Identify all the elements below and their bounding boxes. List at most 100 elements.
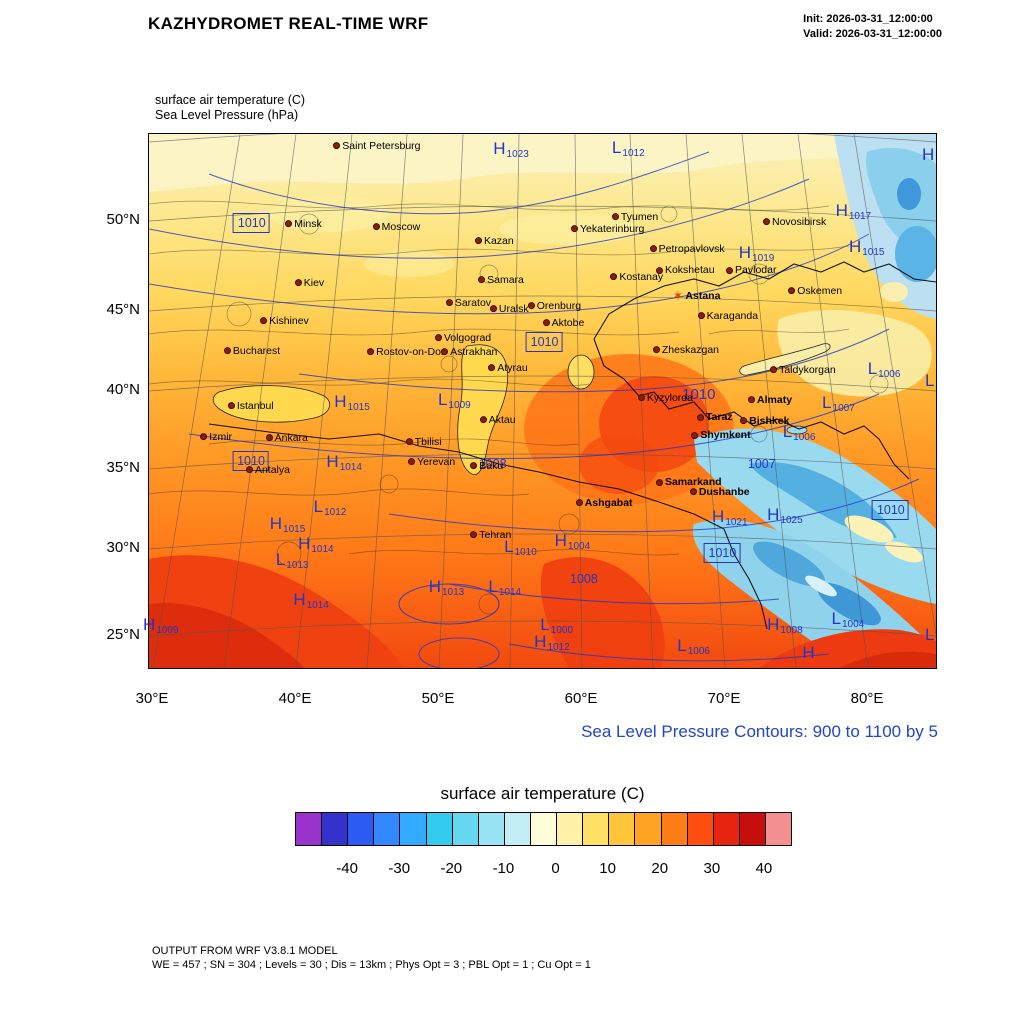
pressure-label-l: L1006 [783,422,816,443]
pressure-value: 1007 [747,457,776,471]
city-kishinev: Kishinev [260,312,309,330]
colorbar-cell [296,813,323,845]
city-zheskazgan: Zheskazgan [652,341,720,359]
pressure-system-letter: H [802,643,815,663]
pressure-system-letter: L [488,576,498,596]
pressure-value: 1010 [876,502,905,517]
pressure-label-l: L [925,625,934,645]
city-aktau: Aktau [479,411,516,429]
pressure-system-letter: H [143,615,156,635]
city-karaganda: Karaganda [697,307,758,325]
temperature-field-svg [149,134,936,668]
city-tehran: Tehran [470,526,511,544]
pressure-label: 1010 [525,331,563,352]
city-kostanay: Kostanay [610,268,663,286]
city-bucharest: Bucharest [223,342,281,360]
pressure-label-h: H1013 [429,577,465,598]
city-saratov: Saratov [445,294,491,312]
pressure-label-l: L1013 [276,550,309,571]
lat-tick-45n: 45°N [106,301,140,318]
colorbar-tick: 20 [651,860,669,877]
city-label: Astrakhan [450,345,498,358]
city-minsk: Minsk [285,215,322,233]
pressure-label: 1010 [681,386,715,404]
temperature-colorbar [295,812,792,846]
city-tbilisi: Tbilisi [405,433,442,451]
city-kokshetau: Kokshetau [655,261,715,279]
pressure-label-l: L1012 [612,138,645,159]
city-dot-icon [200,433,208,441]
city-baku: Baku [470,457,503,475]
city-pavlodar: Pavlodar [726,261,776,279]
city-label: Rostov-on-Don [376,345,447,358]
city-dot-icon [265,434,273,442]
colorbar-cell [609,813,636,845]
pressure-label-l: L1004 [831,609,864,630]
city-label: Astana [685,289,721,302]
pressure-system-letter: H [334,392,347,412]
colorbar-cell [374,813,401,845]
city-tyumen: Tyumen [611,208,659,226]
footer-line-1: OUTPUT FROM WRF V3.8.1 MODEL [152,945,338,957]
city-label: Volgograd [443,331,492,344]
pressure-label-h: H1014 [298,534,334,556]
city-label: Tyumen [620,210,659,223]
colorbar-cell [739,813,766,845]
city-label: Zheskazgan [661,343,720,356]
pressure-system-letter: L [540,615,550,635]
city-izmir: Izmir [200,428,232,446]
pressure-label-l: L1012 [314,497,347,518]
pressure-label-h: H1008 [767,615,803,637]
city-label: Minsk [294,217,322,230]
pressure-label-l: L1006 [868,359,901,380]
pressure-label-l: L1006 [677,636,710,657]
city-dot-icon [408,458,416,466]
city-bishkek: Bishkek [740,412,789,430]
colorbar-cell [661,813,688,845]
city-petropavlovsk: Petropavlovsk [649,240,725,258]
city-label: Kazan [483,234,514,247]
pressure-value: 1006 [793,431,816,443]
pressure-value: 1014 [339,461,362,473]
city-label: Bucharest [232,344,281,357]
city-label: Novosibirsk [772,216,827,229]
pressure-value: 1014 [311,544,334,556]
pressure-label-h: H1019 [739,243,775,264]
pressure-value: 1010 [514,547,537,559]
pressure-label-h: H1025 [767,505,803,527]
city-dot-icon [489,305,497,313]
city-label: Orenburg [536,299,582,312]
colorbar-tick-labels: -40 -30 -20 -10 0 10 20 30 40 [295,860,790,880]
city-label: Yerevan [417,455,456,468]
pressure-value: 1008 [780,625,803,637]
city-dot-icon [770,366,778,374]
pressure-value: 1012 [324,506,347,518]
city-markers-layer: Saint Petersburg Minsk Moscow Kazan Yekateri… [149,134,936,668]
pressure-system-letter: H [534,632,547,652]
pressure-system-letter: H [767,505,780,525]
colorbar-cell [322,813,349,845]
pressure-label-h: H [922,145,934,165]
pressure-label-h: H1023 [493,139,529,160]
pressure-value: 1006 [878,368,901,380]
city-dot-icon [655,266,663,274]
colorbar-tick: -30 [388,860,411,877]
city-dot-icon [575,499,583,507]
pressure-value: 1010 [237,215,266,230]
pressure-value: 1009 [448,399,471,411]
city-label: Shymkent [700,429,751,442]
pressure-value: 1012 [622,147,645,159]
pressure-label: 1010 [232,212,270,233]
city-label: Bishkek [749,414,790,427]
capital-star-icon: ✶ [672,287,684,303]
colorbar-cell [530,813,558,845]
city-label: Izmir [209,430,233,443]
city-label: Ankara [274,431,308,444]
city-orenburg: Orenburg [527,297,582,315]
pressure-value: 1015 [862,247,885,259]
city-dot-icon [697,312,705,320]
city-kyzylorda: Kyzylorda [637,389,693,407]
pressure-value: 1025 [780,515,803,527]
city-label: Kostanay [619,271,664,284]
